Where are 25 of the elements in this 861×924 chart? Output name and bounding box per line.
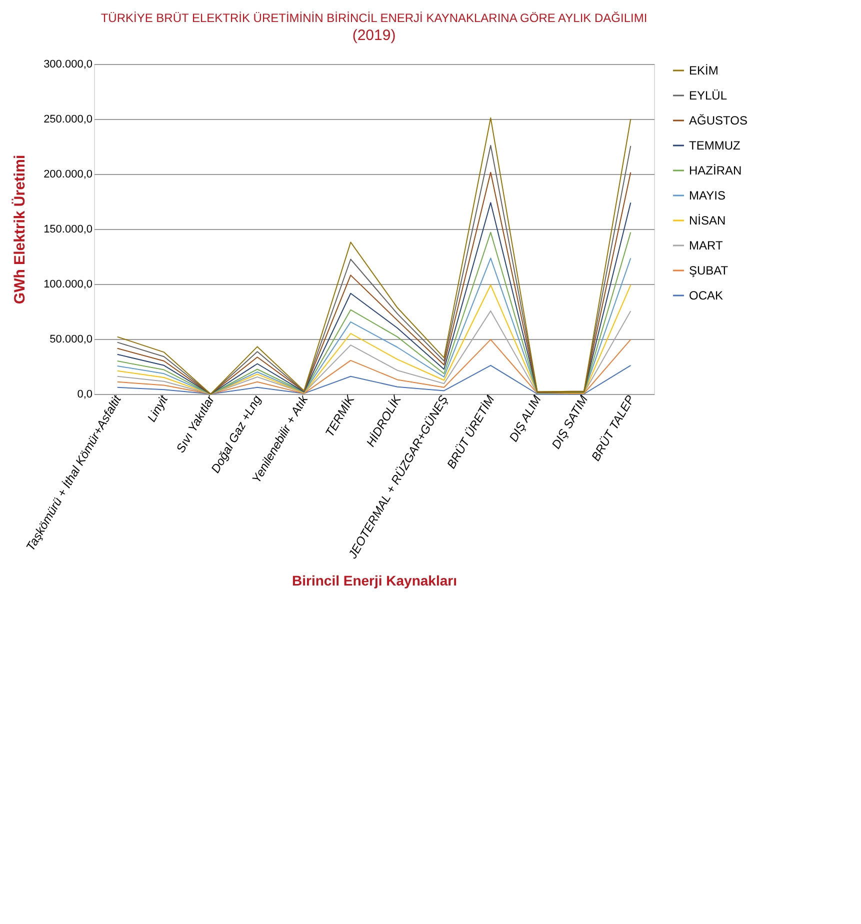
y-tick-label: 300.000,0 [44, 58, 92, 70]
legend-label: NİSAN [689, 214, 726, 228]
line-series [116, 339, 632, 394]
legend-label: HAZİRAN [689, 164, 742, 178]
legend-label: EYLÜL [689, 88, 728, 102]
line-series [116, 284, 632, 394]
line-series [116, 364, 632, 394]
line-series [116, 258, 632, 394]
chart-title: TÜRKİYE BRÜT ELEKTRİK ÜRETİMİNİN BİRİNCİL ENERJİ KAYNAKLARINA GÖRE AYLIK DAĞILIMI [100, 11, 648, 25]
legend-label: ŞUBAT [689, 264, 729, 278]
legend-label: TEMMUZ [689, 138, 740, 152]
legend-label: MAYIS [689, 188, 726, 202]
y-tick-label: 100.000,0 [44, 278, 92, 290]
legend-label: MART [689, 238, 724, 252]
y-tick-label: 200.000,0 [44, 168, 92, 180]
x-axis-title: Birincil Enerji Kaynakları [292, 572, 457, 589]
y-tick-label: 50.000,0 [50, 334, 92, 346]
legend-label: EKİM [689, 64, 718, 78]
y-tick-label: 250.000,0 [44, 114, 92, 126]
legend-label: OCAK [689, 288, 724, 302]
legend-label: AĞUSTOS [689, 114, 748, 128]
y-axis-title: GWh Elektrik Üretimi [12, 154, 29, 304]
line-series [116, 232, 632, 394]
y-tick-label: 150.000,0 [44, 224, 92, 236]
chart-subtitle: (2019) [352, 27, 396, 44]
